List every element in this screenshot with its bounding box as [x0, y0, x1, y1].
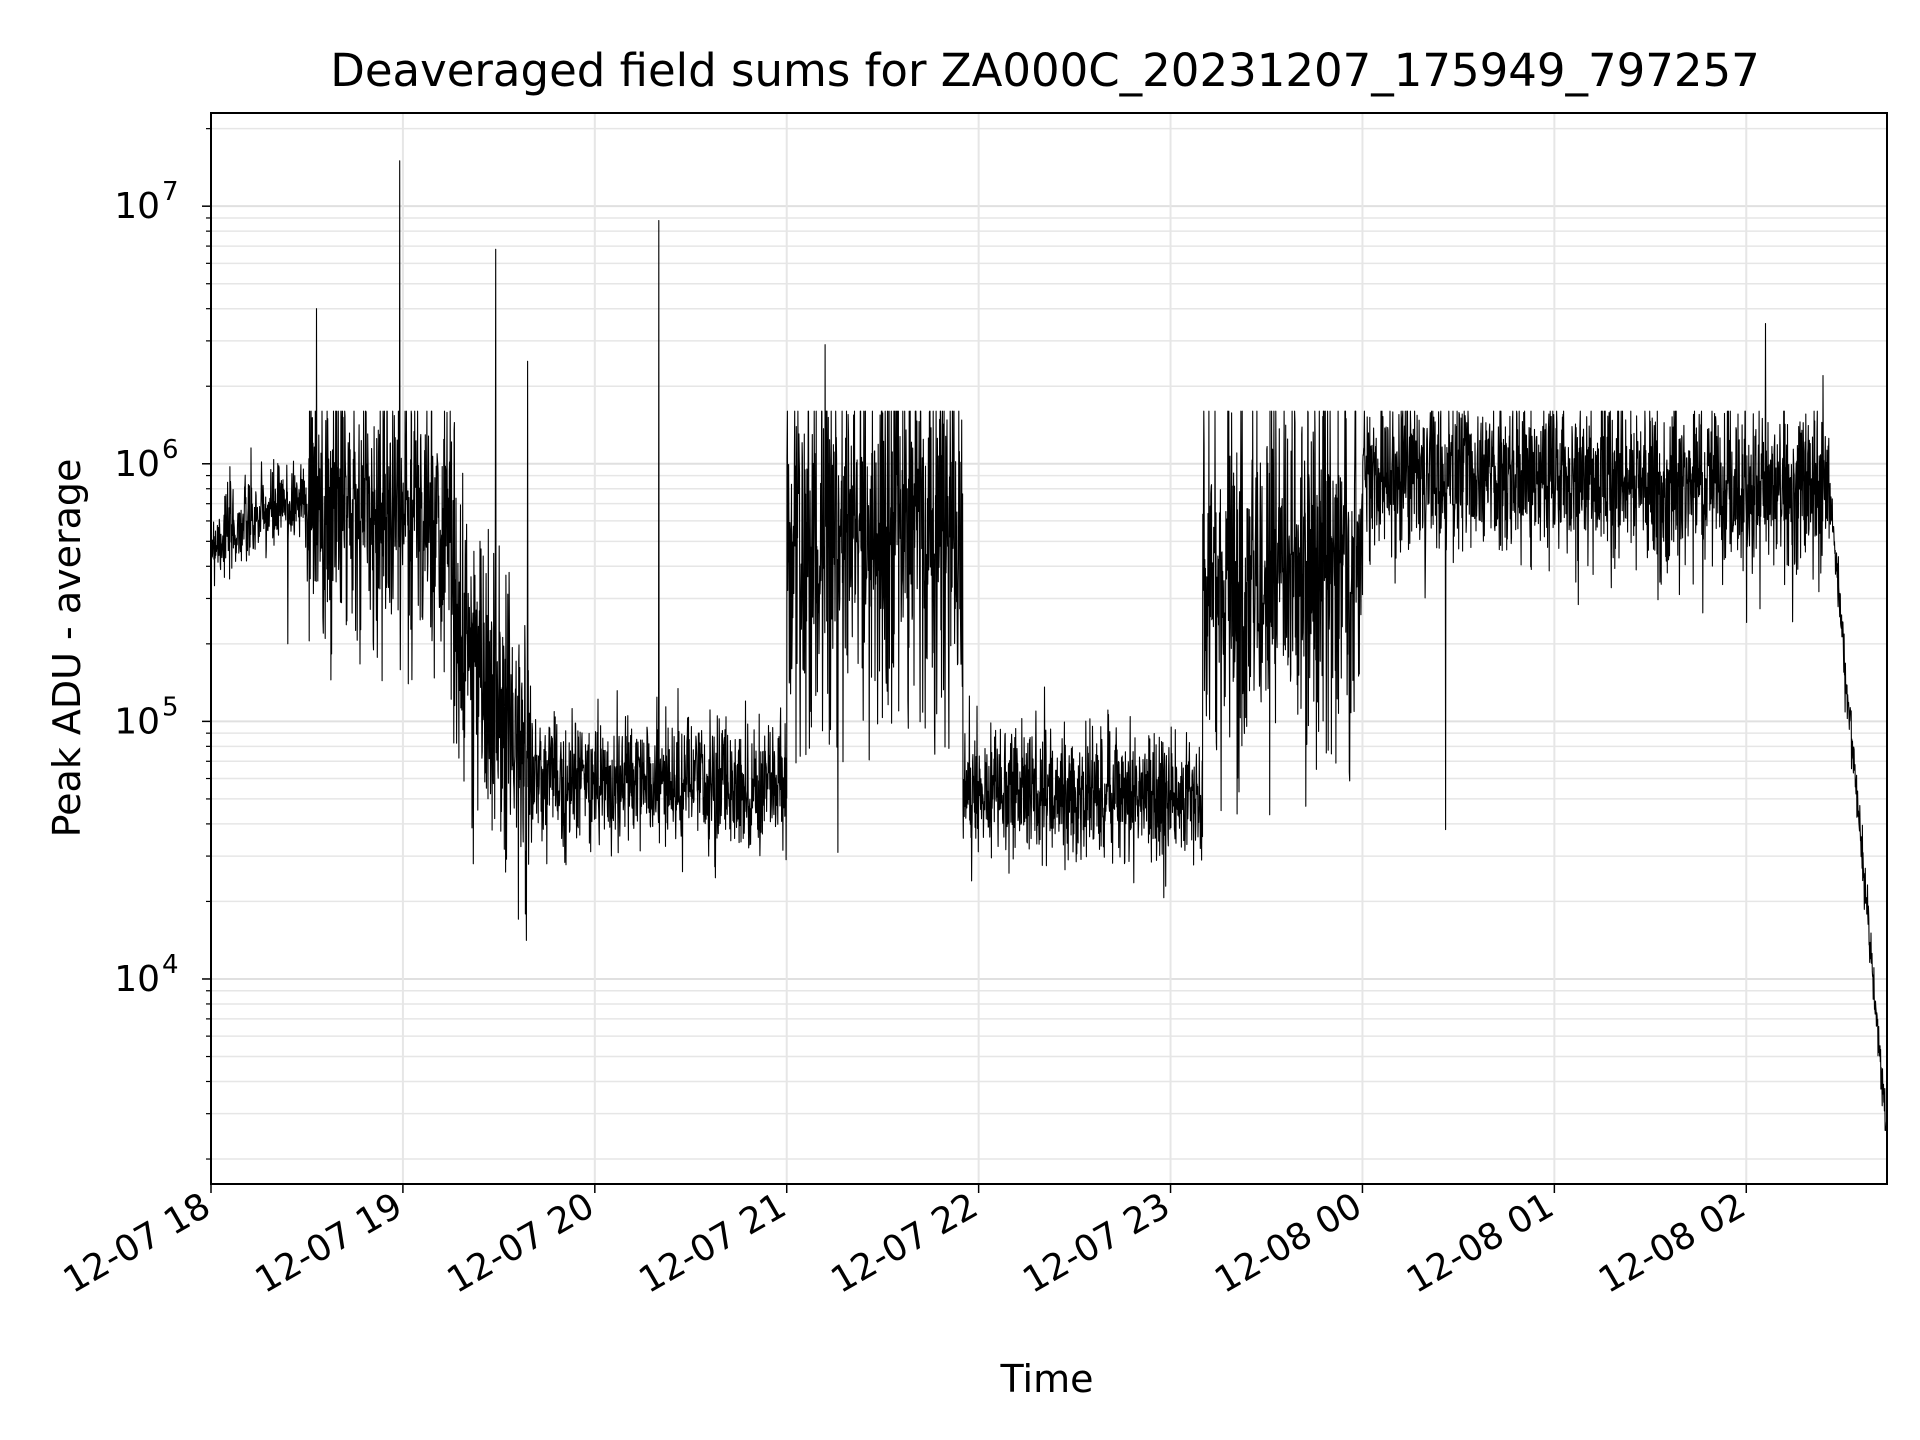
x-tick-label: 12-07 21 — [632, 1185, 793, 1301]
x-tick-label: 12-07 22 — [824, 1185, 985, 1301]
y-tick-label: 10 — [114, 186, 160, 227]
y-tick-exponent: 5 — [162, 692, 179, 722]
x-axis-label: Time — [1000, 1357, 1094, 1401]
x-tick-label: 12-08 00 — [1208, 1185, 1369, 1301]
y-tick-label: 10 — [114, 701, 160, 742]
x-tick-label: 12-07 20 — [441, 1185, 602, 1301]
series-line — [210, 160, 1888, 1132]
plot-frame — [210, 112, 1888, 1185]
x-tick-label: 12-07 18 — [57, 1185, 218, 1301]
y-axis-label: Peak ADU - average — [45, 459, 89, 838]
y-tick-label: 10 — [114, 444, 160, 485]
data-series — [210, 160, 1888, 1132]
y-tick-exponent: 6 — [162, 435, 179, 465]
x-tick-label: 12-07 23 — [1016, 1185, 1177, 1301]
x-axis: 12-07 18 12-07 19 12-07 20 12-07 21 12-07 22… — [57, 1184, 1753, 1302]
y-tick-exponent: 7 — [162, 177, 179, 207]
x-tick-label: 12-08 02 — [1592, 1185, 1753, 1301]
x-tick-label: 12-08 01 — [1400, 1185, 1561, 1301]
x-tick-label: 12-07 19 — [249, 1185, 410, 1301]
y-tick-label: 10 — [114, 959, 160, 1000]
y-tick-exponent: 4 — [162, 950, 179, 980]
chart-title: Deaveraged field sums for ZA000C_2023120… — [330, 44, 1760, 97]
